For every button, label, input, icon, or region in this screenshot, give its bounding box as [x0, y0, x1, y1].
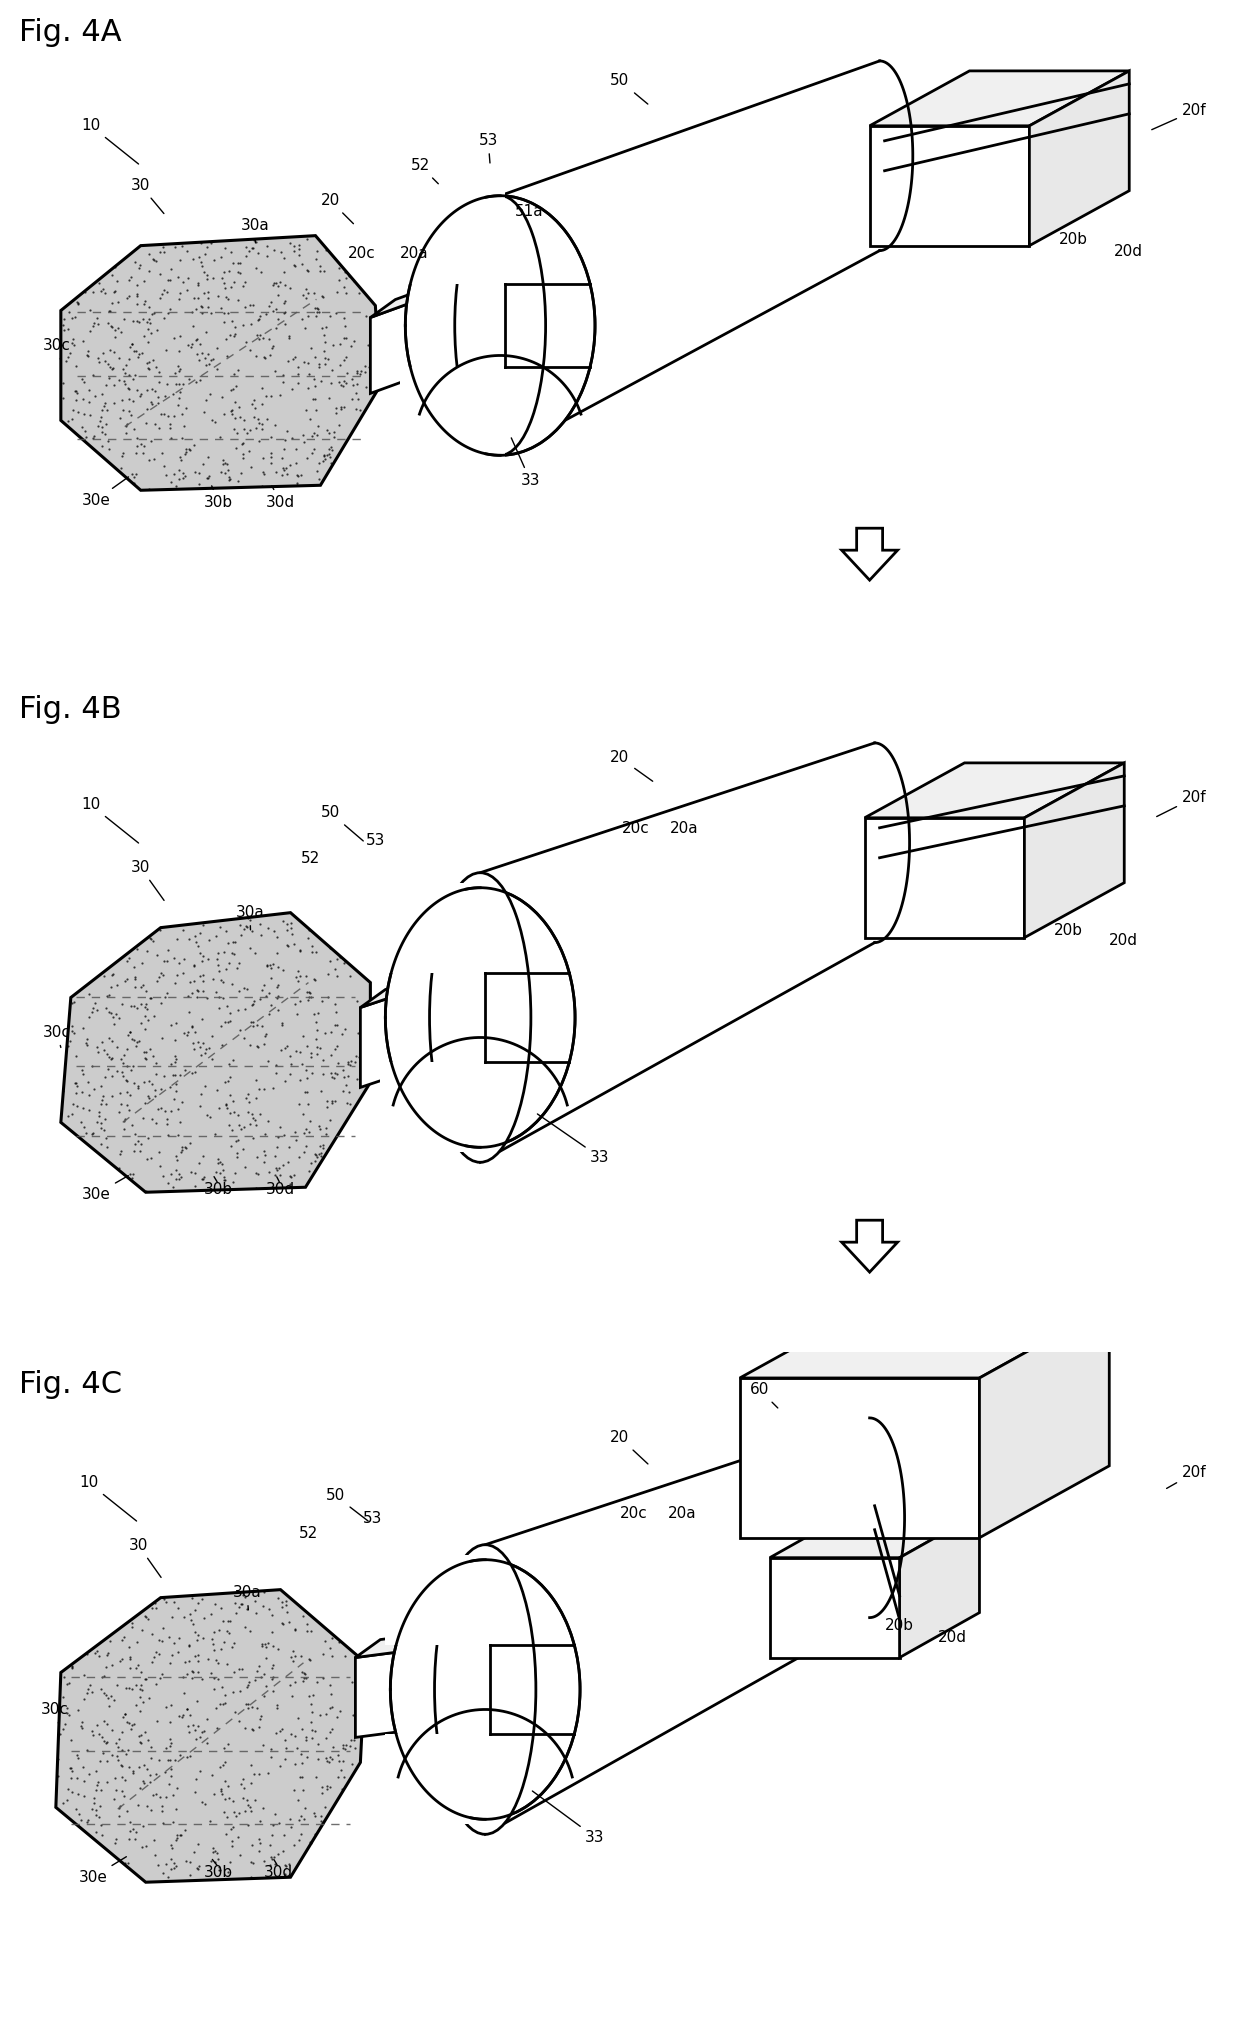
Text: 30e: 30e: [78, 1857, 126, 1885]
Ellipse shape: [434, 1545, 536, 1834]
Text: Fig. 4B: Fig. 4B: [19, 695, 122, 724]
Polygon shape: [770, 1512, 980, 1557]
Polygon shape: [56, 1589, 366, 1883]
Text: 52: 52: [410, 158, 438, 184]
Polygon shape: [1029, 71, 1130, 245]
Ellipse shape: [386, 888, 575, 1147]
Polygon shape: [356, 1642, 470, 1737]
Text: 53: 53: [479, 134, 498, 162]
Text: 20b: 20b: [1059, 231, 1089, 247]
Text: 20b: 20b: [1054, 922, 1084, 939]
Text: 20d: 20d: [1110, 932, 1138, 947]
Text: 50: 50: [326, 1488, 368, 1520]
Polygon shape: [842, 1220, 898, 1273]
Text: 20c: 20c: [620, 1506, 649, 1520]
Ellipse shape: [429, 874, 531, 1161]
Ellipse shape: [405, 197, 595, 456]
Polygon shape: [869, 126, 1029, 245]
Polygon shape: [401, 367, 505, 460]
Text: 20c: 20c: [347, 245, 376, 261]
Text: 30c: 30c: [41, 1703, 68, 1725]
Text: 33: 33: [511, 438, 539, 489]
Text: 20c: 20c: [622, 821, 650, 835]
Text: 60: 60: [750, 1382, 777, 1409]
Polygon shape: [381, 882, 485, 973]
Text: 20f: 20f: [1167, 1466, 1207, 1488]
Polygon shape: [61, 912, 371, 1192]
Polygon shape: [842, 529, 898, 580]
Text: 53: 53: [366, 833, 386, 847]
Text: 10: 10: [81, 797, 139, 843]
Text: 33: 33: [537, 1115, 610, 1166]
Text: 30d: 30d: [265, 486, 295, 509]
Text: 20f: 20f: [1157, 791, 1207, 817]
Text: 30d: 30d: [265, 1182, 295, 1198]
Text: 33: 33: [532, 1792, 605, 1845]
Text: 20: 20: [610, 1431, 649, 1463]
Text: 30a: 30a: [241, 219, 269, 243]
Text: 51a: 51a: [515, 203, 544, 219]
Polygon shape: [361, 973, 465, 1086]
Polygon shape: [371, 259, 505, 318]
Polygon shape: [869, 71, 1130, 126]
Text: 20d: 20d: [937, 1630, 966, 1644]
Text: 30e: 30e: [82, 1176, 128, 1202]
Text: 50: 50: [321, 805, 363, 841]
Text: Fig. 4C: Fig. 4C: [19, 1370, 122, 1399]
Text: 20: 20: [321, 193, 353, 223]
Polygon shape: [485, 1419, 869, 1834]
Polygon shape: [480, 744, 874, 1161]
Text: 20a: 20a: [401, 245, 429, 261]
Text: 20a: 20a: [670, 821, 698, 835]
Text: 30b: 30b: [205, 1182, 233, 1198]
Text: 20f: 20f: [1152, 103, 1207, 130]
Ellipse shape: [455, 197, 546, 456]
Text: 30c: 30c: [43, 1026, 71, 1048]
Polygon shape: [470, 1624, 495, 1723]
Text: 10: 10: [79, 1476, 136, 1520]
Text: 52: 52: [299, 1526, 319, 1541]
Text: 30a: 30a: [233, 1585, 262, 1609]
Text: 20b: 20b: [884, 1618, 914, 1632]
Text: 30d: 30d: [264, 1865, 293, 1881]
Polygon shape: [500, 61, 879, 456]
Text: 20: 20: [610, 750, 652, 780]
Text: 30c: 30c: [43, 339, 71, 361]
Polygon shape: [465, 955, 490, 1052]
Polygon shape: [864, 817, 1024, 939]
Text: 10: 10: [81, 118, 139, 164]
Text: 30a: 30a: [236, 906, 264, 930]
Text: 30b: 30b: [205, 486, 233, 509]
Text: 30b: 30b: [205, 1865, 233, 1881]
Text: 30: 30: [131, 859, 164, 900]
Text: 30e: 30e: [82, 476, 129, 507]
Polygon shape: [770, 1557, 899, 1658]
Polygon shape: [864, 762, 1125, 817]
Text: 52: 52: [301, 851, 320, 866]
Polygon shape: [740, 1378, 980, 1538]
Polygon shape: [980, 1305, 1110, 1538]
Polygon shape: [381, 1062, 485, 1151]
Text: 30: 30: [131, 178, 164, 213]
Text: Fig. 4A: Fig. 4A: [19, 18, 122, 47]
Polygon shape: [401, 191, 505, 284]
Polygon shape: [361, 955, 490, 1007]
Polygon shape: [386, 1555, 490, 1644]
Text: 53: 53: [362, 1510, 382, 1526]
Polygon shape: [371, 278, 480, 393]
Polygon shape: [61, 235, 381, 491]
Polygon shape: [740, 1305, 1110, 1378]
Polygon shape: [899, 1512, 980, 1658]
Text: 50: 50: [610, 73, 647, 103]
Polygon shape: [480, 259, 505, 353]
Polygon shape: [356, 1624, 495, 1658]
Text: 20d: 20d: [1115, 243, 1143, 259]
Text: 30: 30: [129, 1538, 161, 1577]
Ellipse shape: [391, 1559, 580, 1820]
Text: 20a: 20a: [668, 1506, 697, 1520]
Polygon shape: [1024, 762, 1125, 939]
Polygon shape: [386, 1735, 490, 1824]
